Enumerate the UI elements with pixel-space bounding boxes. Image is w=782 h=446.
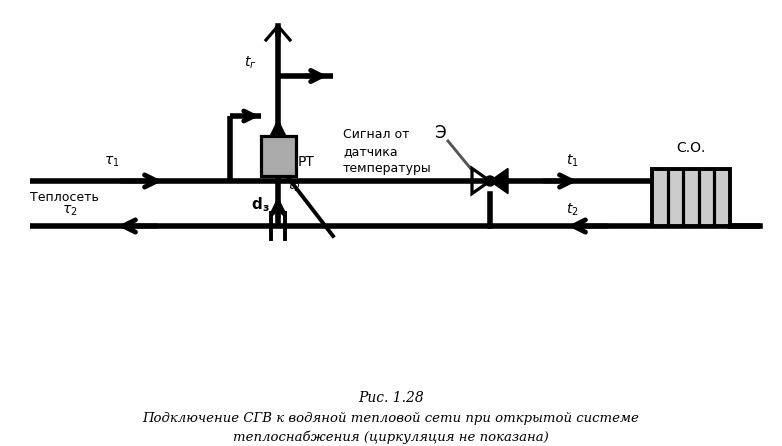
Text: $t_1$: $t_1$ bbox=[565, 153, 579, 169]
Text: $\mathbf{d_з}$: $\mathbf{d_з}$ bbox=[251, 195, 269, 214]
Text: Теплосеть: Теплосеть bbox=[30, 191, 99, 204]
Text: $t_г$: $t_г$ bbox=[244, 54, 256, 71]
Text: $\tau_2$: $\tau_2$ bbox=[63, 204, 77, 218]
Circle shape bbox=[485, 176, 495, 186]
Polygon shape bbox=[490, 169, 508, 194]
Text: РТ: РТ bbox=[298, 155, 315, 169]
Text: Рис. 1.28: Рис. 1.28 bbox=[358, 391, 424, 405]
Text: $t_2$: $t_2$ bbox=[288, 178, 300, 194]
Text: Подключение СГВ к водяной тепловой сети при открытой системе
теплоснабжения (цир: Подключение СГВ к водяной тепловой сети … bbox=[142, 412, 640, 444]
Bar bbox=[261, 136, 296, 176]
Text: $\tau_1$: $\tau_1$ bbox=[104, 155, 120, 169]
Text: С.О.: С.О. bbox=[676, 141, 705, 155]
Text: Сигнал от
датчика
температуры: Сигнал от датчика температуры bbox=[343, 128, 432, 175]
Text: Э: Э bbox=[434, 124, 446, 142]
Bar bbox=[652, 169, 730, 226]
Text: $t_2$: $t_2$ bbox=[565, 202, 579, 218]
